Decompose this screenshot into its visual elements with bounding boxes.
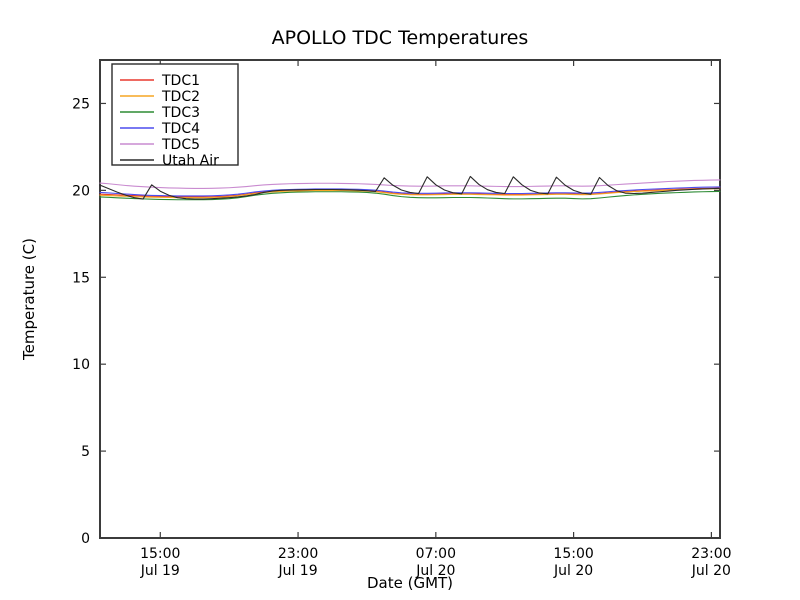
- series-line-tdc5: [99, 179, 721, 189]
- y-axis-label: Temperature (C): [20, 238, 38, 361]
- x-tick-label-time: 23:00: [278, 546, 318, 562]
- x-tick-label-date: Jul 20: [415, 563, 455, 579]
- x-tick-label-date: Jul 20: [691, 563, 731, 579]
- y-tick-label: 10: [72, 357, 90, 373]
- x-tick-label-time: 15:00: [140, 546, 180, 562]
- legend-label-tdc5: TDC5: [161, 137, 200, 153]
- legend-label-tdc2: TDC2: [161, 89, 200, 105]
- legend-label-utah-air: Utah Air: [162, 153, 219, 169]
- x-tick-label-date: Jul 19: [277, 563, 317, 579]
- y-tick-label: 0: [81, 531, 90, 547]
- y-tick-label: 5: [81, 444, 90, 460]
- x-tick-label-time: 07:00: [416, 546, 456, 562]
- y-axis-ticks: 0 5 10 15 20 25: [72, 96, 720, 547]
- y-tick-label: 20: [72, 183, 90, 199]
- y-tick-label: 25: [72, 96, 90, 112]
- x-tick-label-date: Jul 20: [553, 563, 593, 579]
- plot-area-frame: [99, 59, 721, 539]
- legend-frame: [111, 63, 239, 166]
- x-tick-label-date: Jul 19: [140, 563, 180, 579]
- legend-label-tdc4: TDC4: [161, 121, 200, 137]
- series-line-tdc3: [99, 190, 721, 201]
- series-line-tdc2: [99, 188, 721, 199]
- x-axis-label: Date (GMT): [367, 574, 453, 592]
- data-series-group: [99, 175, 721, 201]
- x-tick-label-time: 15:00: [553, 546, 593, 562]
- y-tick-label: 15: [72, 270, 90, 286]
- x-tick-label-time: 23:00: [691, 546, 731, 562]
- legend-label-tdc1: TDC1: [161, 73, 200, 89]
- chart-title: APOLLO TDC Temperatures: [272, 27, 529, 49]
- legend-label-tdc3: TDC3: [161, 105, 200, 121]
- series-line-utah-air: [99, 175, 721, 200]
